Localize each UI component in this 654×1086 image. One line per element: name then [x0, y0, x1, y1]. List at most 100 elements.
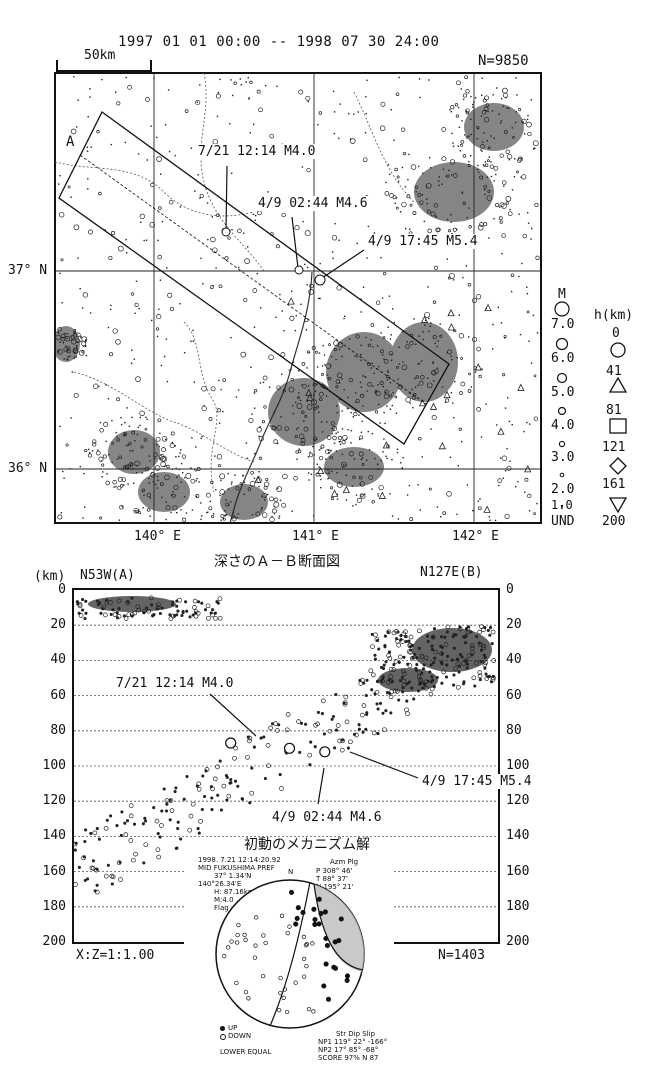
epicenter-dot — [293, 476, 298, 481]
hypocenter-dot — [452, 673, 456, 677]
epicenter-dot — [378, 484, 384, 491]
epicenter-dot — [99, 422, 102, 424]
epicenter-dot — [389, 493, 391, 495]
epicenter-dot — [510, 273, 515, 277]
epicenter-dot — [199, 197, 201, 199]
hypocenter-dot — [95, 883, 99, 887]
epicenter-dot — [465, 110, 470, 115]
epicenter-dot — [398, 346, 400, 348]
hypocenter-dot — [334, 692, 338, 697]
hypocenter-dot — [201, 774, 205, 778]
epicenter-dot — [422, 172, 424, 174]
hypocenter-dot — [352, 732, 357, 736]
hypocenter-dot — [386, 630, 390, 634]
epicenter-dot — [518, 213, 520, 215]
hypocenter-dot — [212, 776, 218, 782]
epicenter-dot — [223, 517, 226, 521]
hypocenter-dot — [357, 727, 361, 731]
hypocenter-dots — [72, 595, 497, 895]
hypocenter-dot — [417, 646, 421, 650]
epicenter-dot — [515, 77, 517, 79]
epicenter-dot — [171, 468, 173, 470]
epicenter-dot — [101, 463, 105, 467]
epicenter-dot — [121, 506, 124, 508]
epicenter-dot — [365, 96, 367, 98]
hypocenter-dot — [274, 728, 280, 733]
polarity-up — [294, 915, 300, 921]
epicenter-dot — [126, 464, 131, 469]
epicenter-dot — [434, 342, 436, 345]
epicenter-dot — [256, 89, 261, 94]
mechanism-info-line: H: 87.16km — [214, 888, 255, 896]
hypocenter-dot — [415, 663, 419, 667]
epicenter-dot — [304, 230, 311, 237]
hypocenter-dot — [263, 776, 267, 781]
epicenter-dot — [334, 223, 336, 225]
hypocenter-dot — [400, 675, 404, 679]
epicenter-dot — [362, 375, 364, 377]
epicenter-dot — [76, 346, 78, 348]
hypocenter-dot — [423, 655, 429, 661]
epicenter-dot — [321, 373, 324, 376]
epicenter-dot — [67, 185, 71, 189]
hypocenter-dot — [213, 611, 217, 615]
epicenter-dot — [72, 339, 75, 341]
hypocenter-dot — [391, 667, 397, 672]
hypocenter-dot — [397, 660, 401, 664]
magnitude-legend-symbols — [554, 301, 570, 508]
epicenter-dot — [110, 143, 112, 146]
hypocenter-dot — [358, 681, 364, 686]
epicenter-dot — [398, 363, 401, 365]
hypocenter-dot — [128, 838, 134, 843]
epicenter-dot — [338, 382, 341, 384]
hypocenter-dot — [105, 598, 109, 602]
epicenter-dot — [191, 509, 194, 511]
epicenter-dot — [452, 173, 458, 178]
epicenter-dot — [195, 446, 197, 448]
mechanism-solution: NP1 119° 22° -166° — [318, 1038, 388, 1046]
hypocenter-dot — [265, 743, 271, 748]
polarity-up — [295, 905, 301, 911]
down-symbol — [220, 1034, 226, 1040]
epicenter-dot — [275, 244, 280, 249]
epicenter-dot — [502, 87, 508, 94]
epicenter-dot — [357, 111, 359, 113]
epicenter-dot — [320, 447, 322, 450]
deep-event-triangle — [254, 475, 262, 483]
polarity-down — [235, 940, 240, 945]
epicenter-dot — [308, 479, 310, 481]
epicenter-dot — [90, 146, 92, 148]
epicenter-dot — [419, 509, 421, 511]
hypocenter-dot — [400, 668, 406, 674]
hypocenter-dot — [465, 626, 471, 632]
epicenter-dot — [483, 184, 488, 189]
epicenter-dot — [374, 390, 378, 394]
depth-tick-label: 60 — [506, 687, 522, 703]
epicenter-dot — [258, 435, 260, 437]
epicenter-dot — [476, 168, 479, 171]
section-event-label-2: 4/9 02:44 M4.6 — [270, 810, 384, 825]
epicenter-dot — [345, 499, 348, 501]
polarity-up — [293, 921, 299, 927]
epicenter-dot — [180, 449, 182, 451]
epicenter-dot — [442, 511, 447, 515]
epicenter-dot — [170, 494, 173, 496]
epicenter-dot — [385, 391, 387, 393]
hypocenter-dot — [459, 652, 463, 657]
polarity-down — [243, 989, 249, 995]
hypocenter-dot — [424, 686, 429, 691]
epicenter-dot — [247, 487, 252, 491]
polarity-down — [253, 943, 258, 948]
epicenter-dot — [424, 319, 427, 321]
hypocenter-dot — [440, 662, 444, 666]
epicenter-dot — [92, 439, 97, 444]
epicenter-dot — [389, 408, 392, 410]
deep-event-triangle — [306, 393, 314, 401]
epicenter-dot — [110, 231, 116, 236]
epicenter-dot — [458, 314, 460, 316]
epicenter-dot — [55, 334, 61, 341]
epicenter-dot — [417, 384, 419, 387]
epicenter-dot — [343, 388, 345, 391]
hypocenter-dot — [125, 819, 130, 823]
hypocenter-dot — [141, 609, 147, 614]
